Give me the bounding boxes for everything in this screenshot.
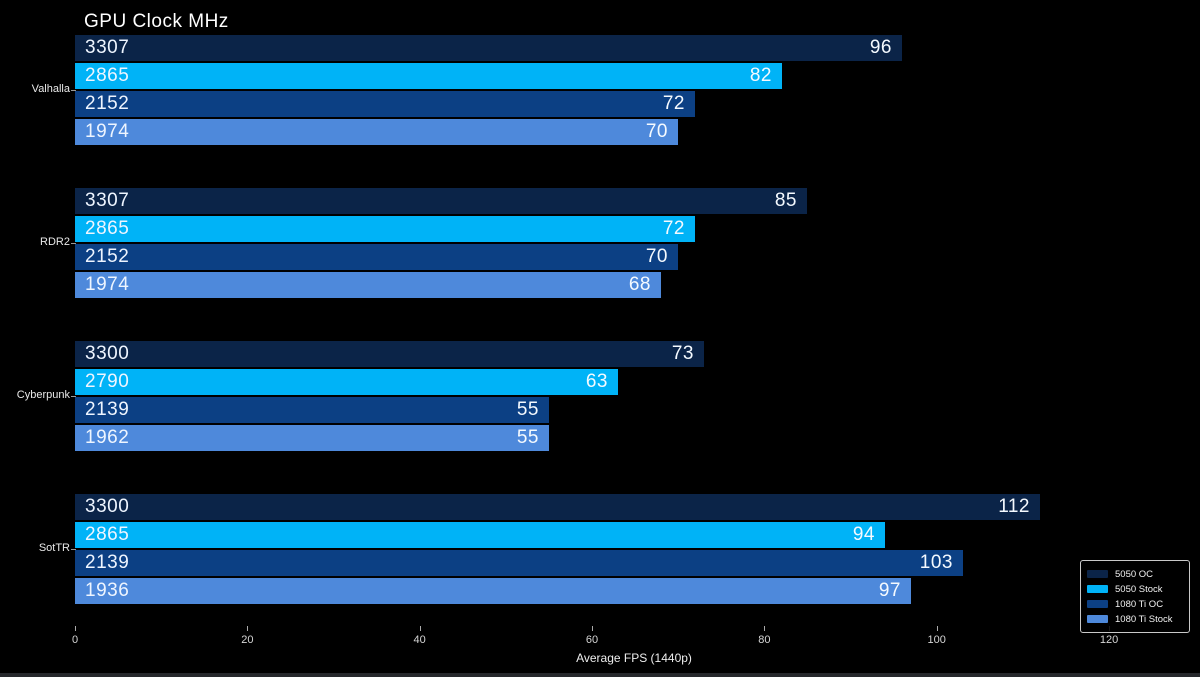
bar: 3307 96 (75, 35, 902, 61)
chart-title: GPU Clock MHz (84, 11, 229, 32)
bar: 3300 73 (75, 341, 704, 367)
x-tick-mark (419, 626, 421, 631)
legend-label: 1080 Ti OC (1115, 598, 1164, 610)
bar: 2139 103 (75, 550, 963, 576)
legend-item: 1080 Ti Stock (1087, 612, 1183, 626)
bar-fps-label: 68 (628, 274, 651, 295)
bar: 2152 72 (75, 91, 695, 117)
bar: 2865 94 (75, 522, 885, 548)
x-tick-mark (936, 626, 938, 631)
bar: 2865 72 (75, 216, 695, 242)
bar-clock-label: 2152 (85, 246, 130, 267)
bar: 1974 70 (75, 119, 678, 145)
bar-fps-label: 70 (645, 121, 668, 142)
bar-clock-label: 3300 (85, 343, 130, 364)
bar: 1974 68 (75, 272, 661, 298)
x-axis-label: Average FPS (1440p) (576, 651, 692, 665)
bar-fps-label: 82 (749, 65, 772, 86)
bar-fps-label: 112 (998, 496, 1030, 517)
x-tick-label: 60 (585, 634, 599, 646)
bar-clock-label: 3307 (85, 190, 130, 211)
bar-fps-label: 73 (671, 343, 694, 364)
bar-clock-label: 2139 (85, 399, 130, 420)
x-tick-label: 80 (758, 634, 771, 646)
bar-fps-label: 94 (852, 524, 875, 545)
x-tick-mark (75, 626, 76, 631)
legend-item: 5050 Stock (1087, 582, 1183, 596)
bar-fps-label: 72 (662, 218, 685, 239)
bar-fps-label: 55 (516, 427, 539, 448)
bar: 1962 55 (75, 425, 549, 451)
x-tick-mark (764, 626, 766, 631)
legend-label: 1080 Ti Stock (1115, 613, 1173, 625)
bar: 3300 112 (75, 494, 1040, 520)
bar-fps-label: 72 (662, 93, 685, 114)
bar-clock-label: 2865 (85, 524, 130, 545)
bar: 2790 63 (75, 369, 618, 395)
x-tick-label: 120 (1099, 634, 1119, 646)
bar-fps-label: 55 (516, 399, 539, 420)
category-tick-mark (71, 396, 76, 397)
category-tick-mark (71, 90, 76, 91)
legend-swatch (1087, 585, 1108, 593)
x-tick-mark (247, 626, 249, 631)
bar-clock-label: 3300 (85, 496, 130, 517)
bar-fps-label: 103 (919, 552, 953, 573)
bar-clock-label: 2865 (85, 218, 130, 239)
bar-clock-label: 1962 (85, 427, 130, 448)
x-tick-label: 100 (927, 634, 946, 646)
bar-clock-label: 3307 (85, 37, 130, 58)
bar-clock-label: 1974 (85, 274, 130, 295)
bar-clock-label: 1936 (85, 580, 130, 601)
legend-swatch (1087, 615, 1108, 623)
x-tick-label: 20 (241, 634, 254, 646)
bar: 2865 82 (75, 63, 782, 89)
x-tick-label: 40 (413, 634, 426, 646)
bar: 2152 70 (75, 244, 678, 270)
bar-clock-label: 2865 (85, 65, 130, 86)
bottom-strip (0, 673, 1200, 677)
bar-fps-label: 97 (878, 580, 901, 601)
x-tick-mark (592, 626, 594, 631)
category-tick-mark (71, 549, 76, 550)
bar-clock-label: 2790 (85, 371, 130, 392)
bar: 2139 55 (75, 397, 549, 423)
category-label: SotTR (38, 542, 70, 554)
bar-fps-label: 85 (774, 190, 797, 211)
legend-label: 5050 Stock (1115, 583, 1163, 595)
category-label: RDR2 (40, 236, 70, 248)
bar-fps-label: 63 (585, 371, 608, 392)
bar-clock-label: 2152 (85, 93, 130, 114)
bar-clock-label: 2139 (85, 552, 130, 573)
bar: 3307 85 (75, 188, 807, 214)
legend-swatch (1087, 600, 1108, 608)
category-tick-mark (71, 243, 76, 244)
legend-item: 1080 Ti OC (1087, 597, 1183, 611)
bar: 1936 97 (75, 578, 911, 604)
bar-fps-label: 70 (645, 246, 668, 267)
legend: 5050 OC 5050 Stock 1080 Ti OC 1080 Ti Stock (1080, 560, 1190, 633)
bar-fps-label: 96 (869, 37, 892, 58)
category-label: Cyberpunk (16, 389, 70, 401)
legend-swatch (1087, 570, 1108, 578)
bar-clock-label: 1974 (85, 121, 130, 142)
category-label: Valhalla (31, 83, 70, 95)
legend-label: 5050 OC (1115, 568, 1154, 580)
x-tick-label: 0 (71, 634, 79, 646)
legend-item: 5050 OC (1087, 567, 1183, 581)
